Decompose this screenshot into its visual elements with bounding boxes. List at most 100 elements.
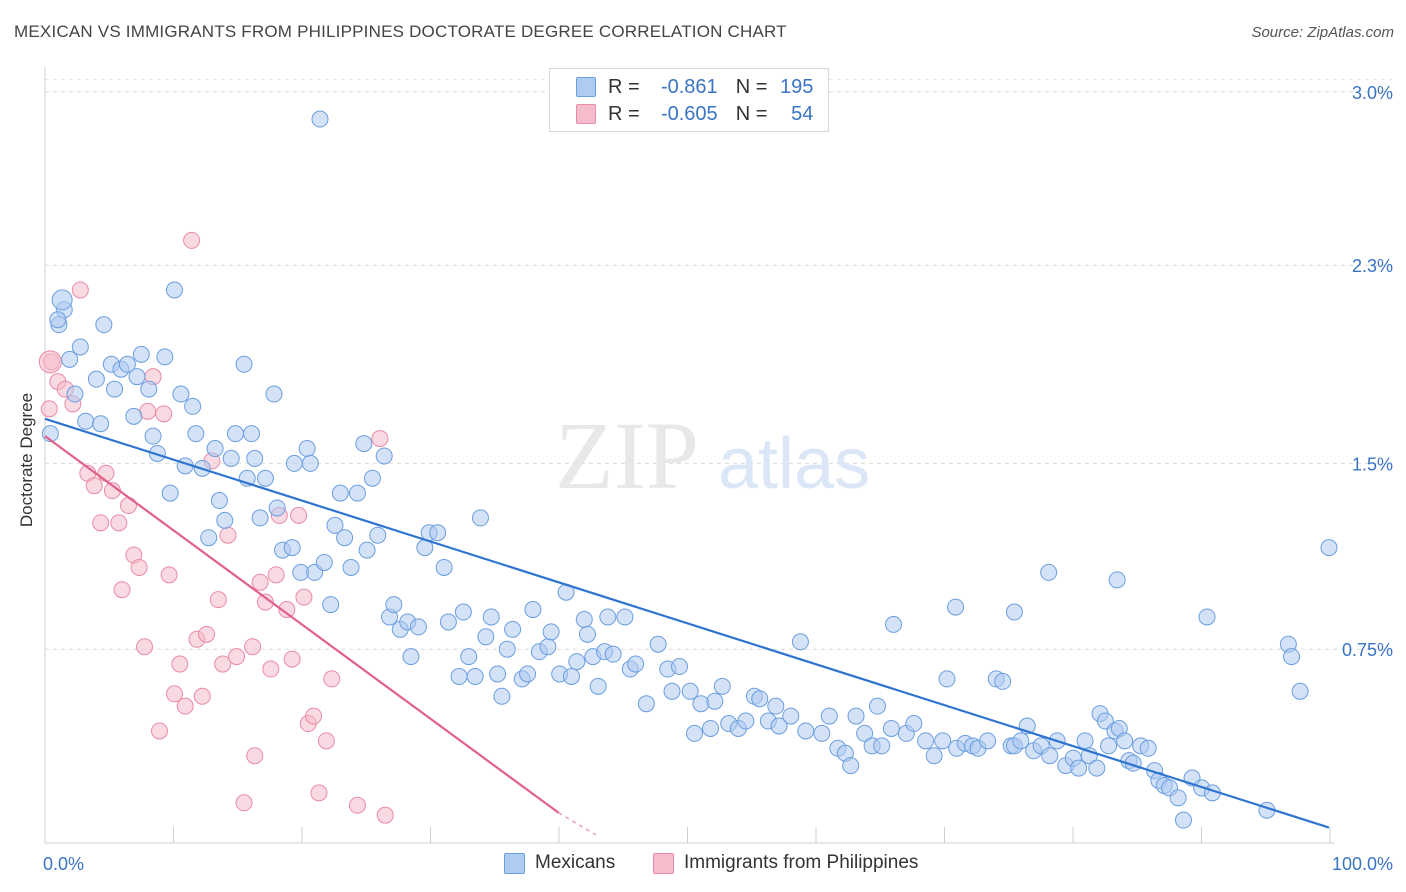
mexicans-point	[106, 380, 124, 398]
philippines-point	[283, 650, 301, 668]
mexicans-point	[925, 747, 943, 765]
mexicans-point	[92, 415, 110, 433]
mexicans-point	[493, 687, 511, 705]
mexicans-point	[315, 553, 333, 571]
source-credit: Source: ZipAtlas.com	[1251, 24, 1394, 41]
mexicans-point	[358, 541, 376, 559]
philippines-point	[317, 732, 335, 750]
mexicans-point	[222, 449, 240, 467]
philippines-point	[310, 784, 328, 802]
mexicans-point	[637, 695, 655, 713]
philippines-point	[198, 625, 216, 643]
mexicans-point	[649, 635, 667, 653]
legend-row-mexicans: R = -0.861 N = 195	[576, 74, 813, 100]
mexicans-point	[616, 608, 634, 626]
mexicans-trend-line	[44, 417, 1330, 829]
mexicans-point	[251, 509, 269, 527]
mexicans-point	[165, 281, 183, 299]
mexicans-point	[477, 628, 495, 646]
mexicans-point	[326, 516, 344, 534]
mexicans-point	[439, 613, 457, 631]
mexicans-point	[847, 707, 865, 725]
mexicans-point	[1139, 739, 1157, 757]
y-tick-label: 3.0%	[1352, 83, 1393, 103]
mexicans-point	[542, 623, 560, 641]
mexicans-point	[172, 385, 190, 403]
mexicans-point	[770, 717, 788, 735]
mexicans-point	[681, 682, 699, 700]
mexicans-point	[118, 355, 136, 373]
mexicans-point	[409, 618, 427, 636]
legend-swatch-pink	[653, 852, 674, 874]
mexicans-point	[1108, 571, 1126, 589]
mexicans-point	[599, 608, 617, 626]
philippines-point	[85, 477, 103, 495]
mexicans-point	[1070, 759, 1088, 777]
philippines-trend-extension	[558, 812, 597, 836]
stats-legend: R = -0.861 N = 195 R = -0.605 N = 54	[549, 68, 829, 132]
mexicans-point	[1005, 603, 1023, 621]
philippines-point	[219, 526, 237, 544]
philippines-point	[278, 601, 296, 619]
mexicans-point	[77, 412, 95, 430]
legend-label-philippines: Immigrants from Philippines	[684, 852, 919, 873]
mexicans-point	[322, 596, 340, 614]
mexicans-point	[504, 620, 522, 638]
mexicans-point	[210, 492, 228, 510]
legend-item-philippines[interactable]: Immigrants from Philippines	[653, 852, 918, 874]
watermark-atlas: atlas	[718, 424, 870, 504]
mexicans-point	[489, 665, 507, 683]
philippines-point	[371, 430, 389, 448]
philippines-point	[97, 464, 115, 482]
series-legend: Mexicans Immigrants from Philippines	[0, 850, 1406, 878]
mexicans-point	[283, 539, 301, 557]
philippines-point	[323, 670, 341, 688]
mexicans-point	[226, 425, 244, 443]
legend-n-label: N =	[735, 102, 768, 125]
legend-swatch-pink	[576, 104, 596, 124]
mexicans-point	[578, 625, 596, 643]
mexicans-point	[562, 667, 580, 685]
mexicans-point	[938, 670, 956, 688]
philippines-point	[251, 573, 269, 591]
mexicans-point	[524, 601, 542, 619]
legend-item-mexicans[interactable]: Mexicans	[504, 852, 615, 874]
axes	[44, 67, 1334, 844]
y-tick-label: 1.5%	[1352, 454, 1393, 474]
mexicans-point	[71, 338, 89, 356]
mexicans-point	[979, 732, 997, 750]
mexicans-point	[450, 667, 468, 685]
philippines-point	[244, 638, 262, 656]
mexicans-point	[66, 385, 84, 403]
philippines-point	[376, 806, 394, 824]
philippines-point	[92, 514, 110, 532]
philippines-point	[228, 648, 246, 666]
legend-r-value: -0.861	[660, 75, 718, 98]
mexicans-point	[1283, 648, 1301, 666]
tick-labels: 0.75% 1.5% 2.3% 3.0% 0.0% 100.0%	[43, 83, 1393, 874]
mexicans-point	[128, 368, 146, 386]
philippines-point	[183, 231, 201, 249]
mexicans-point	[706, 692, 724, 710]
mexicans-point	[429, 524, 447, 542]
mexicans-point	[589, 677, 607, 695]
mexicans-point	[737, 712, 755, 730]
legend-label-mexicans: Mexicans	[535, 852, 616, 873]
philippines-point	[160, 566, 178, 584]
philippines-point	[130, 558, 148, 576]
chart-title: MEXICAN VS IMMIGRANTS FROM PHILIPPINES D…	[14, 22, 787, 41]
philippines-point	[40, 400, 58, 418]
legend-r-value: -0.605	[660, 102, 718, 125]
mexicans-point	[885, 615, 903, 633]
mexicans-point	[435, 558, 453, 576]
legend-n-value: 195	[780, 75, 814, 98]
x-tick-label: 0.0%	[43, 854, 84, 874]
mexicans-point	[311, 110, 329, 128]
mexicans-point	[1040, 563, 1058, 581]
mexicans-point	[604, 645, 622, 663]
mexicans-point	[692, 695, 710, 713]
mexicans-point	[161, 484, 179, 502]
mexicans-point	[663, 682, 681, 700]
philippines-point	[150, 722, 168, 740]
